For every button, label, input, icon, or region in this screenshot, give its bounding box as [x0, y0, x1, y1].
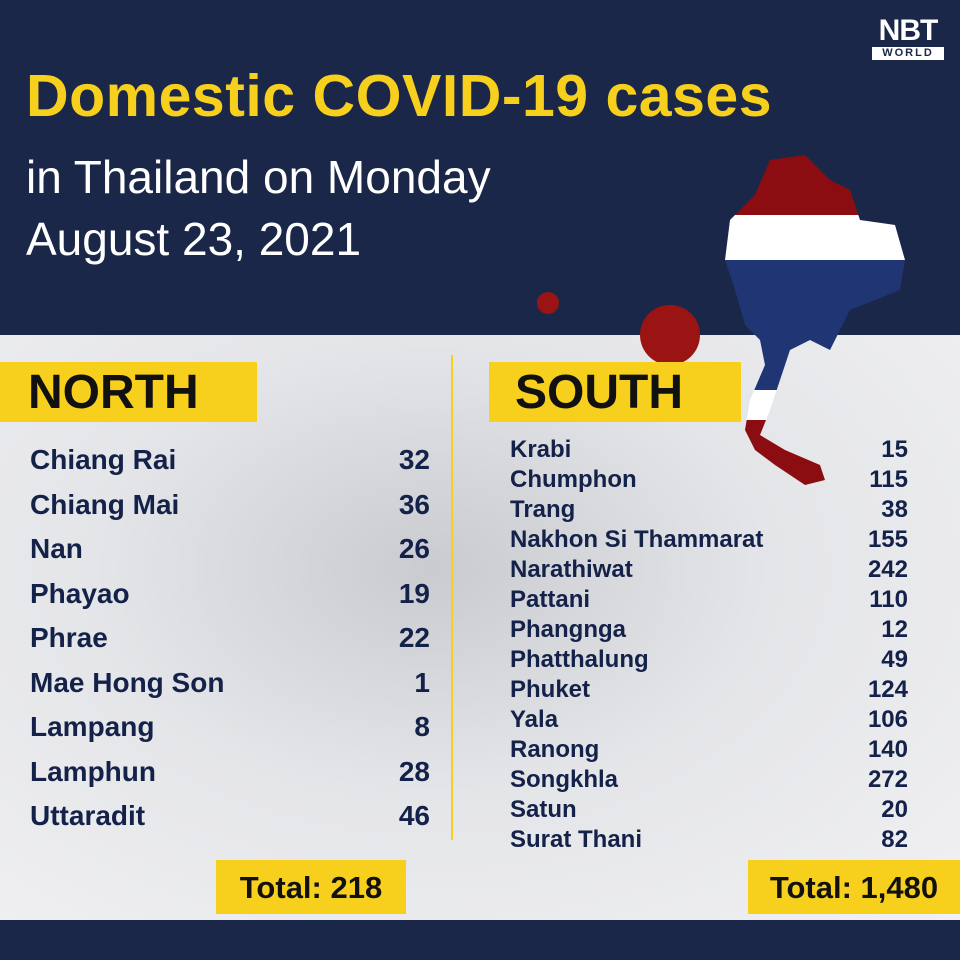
province-name: Narathiwat: [510, 556, 633, 583]
nbt-world-logo: NBT WORLD: [872, 14, 944, 60]
north-total: Total: 218: [216, 860, 406, 914]
page-title: Domestic COVID-19 cases: [26, 63, 773, 129]
case-count: 82: [881, 826, 908, 853]
table-row: Narathiwat 242: [510, 556, 908, 586]
case-count: 124: [867, 676, 908, 703]
province-name: Phatthalung: [510, 646, 649, 673]
table-row: Phayao 19: [30, 578, 430, 622]
province-name: Mae Hong Son: [30, 666, 225, 698]
case-count: 46: [398, 800, 430, 831]
case-count: 12: [881, 616, 908, 643]
case-count: 49: [881, 646, 908, 673]
province-name: Nakhon Si Thammarat: [510, 526, 764, 553]
province-name: Pattani: [510, 586, 591, 613]
province-name: Ranong: [510, 736, 600, 763]
table-row: Pattani 110: [510, 586, 908, 616]
province-name: Chiang Mai: [30, 488, 180, 520]
table-row: Ranong 140: [510, 736, 908, 766]
case-count: 22: [398, 622, 430, 653]
province-name: Phangnga: [510, 616, 627, 643]
table-row: Chiang Rai 32: [30, 444, 430, 488]
case-count: 1: [414, 666, 430, 698]
table-row: Songkhla 272: [510, 766, 908, 796]
province-name: Phrae: [30, 622, 108, 653]
table-row: Lamphun 28: [30, 756, 430, 800]
table-row: Uttaradit 46: [30, 800, 430, 844]
case-count: 15: [881, 436, 908, 463]
province-name: Nan: [30, 533, 83, 564]
table-row: Yala 106: [510, 706, 908, 736]
case-count: 28: [398, 755, 430, 787]
table-row: Surat Thani 82: [510, 826, 908, 856]
table-row: Nan 26: [30, 533, 430, 577]
province-name: Trang: [510, 496, 576, 523]
table-row: Chiang Mai 36: [30, 489, 430, 533]
province-name: Chiang Rai: [30, 444, 177, 475]
province-name: Surat Thani: [510, 826, 643, 853]
table-row: Phatthalung 49: [510, 646, 908, 676]
province-name: Lamphun: [30, 755, 156, 787]
table-row: Nakhon Si Thammarat 155: [510, 526, 908, 556]
case-count: 115: [869, 466, 908, 493]
case-count: 272: [867, 766, 908, 793]
province-name: Phayao: [30, 577, 130, 609]
table-row: Lampang 8: [30, 711, 430, 755]
table-row: Mae Hong Son 1: [30, 667, 430, 711]
table-row: Phangnga 12: [510, 616, 908, 646]
virus-icon: [537, 292, 700, 365]
table-row: Chumphon 115: [510, 466, 908, 496]
south-total: Total: 1,480: [748, 860, 960, 914]
province-name: Songkhla: [510, 766, 619, 793]
content-panel: [0, 335, 960, 920]
case-count: 242: [867, 556, 908, 583]
province-name: Yala: [510, 706, 559, 733]
subtitle-line2: August 23, 2021: [26, 213, 362, 265]
north-heading: NORTH: [0, 362, 257, 422]
table-row: Phuket 124: [510, 676, 908, 706]
table-row: Phrae 22: [30, 622, 430, 666]
south-heading: SOUTH: [489, 362, 741, 422]
province-name: Phuket: [510, 676, 591, 703]
column-divider: [451, 355, 453, 840]
province-name: Lampang: [30, 711, 155, 742]
province-name: Satun: [510, 796, 577, 823]
case-count: 19: [398, 577, 430, 609]
table-row: Satun 20: [510, 796, 908, 826]
province-name: Uttaradit: [30, 800, 146, 831]
logo-subtext: WORLD: [872, 47, 944, 60]
case-count: 32: [398, 444, 430, 475]
province-name: Chumphon: [510, 466, 637, 493]
case-count: 26: [398, 533, 430, 564]
case-count: 140: [867, 736, 908, 763]
case-count: 8: [414, 711, 430, 742]
logo-text: NBT: [878, 14, 939, 47]
case-count: 106: [867, 706, 908, 733]
table-row: Krabi 15: [510, 436, 908, 466]
case-count: 36: [398, 488, 430, 520]
case-count: 38: [881, 496, 908, 523]
subtitle-line1: in Thailand on Monday: [26, 151, 491, 203]
case-count: 110: [869, 586, 908, 613]
case-count: 155: [867, 526, 908, 553]
table-row: Trang 38: [510, 496, 908, 526]
thailand-flag-map-illustration: [537, 155, 905, 485]
case-count: 20: [881, 796, 908, 823]
province-name: Krabi: [510, 436, 572, 463]
